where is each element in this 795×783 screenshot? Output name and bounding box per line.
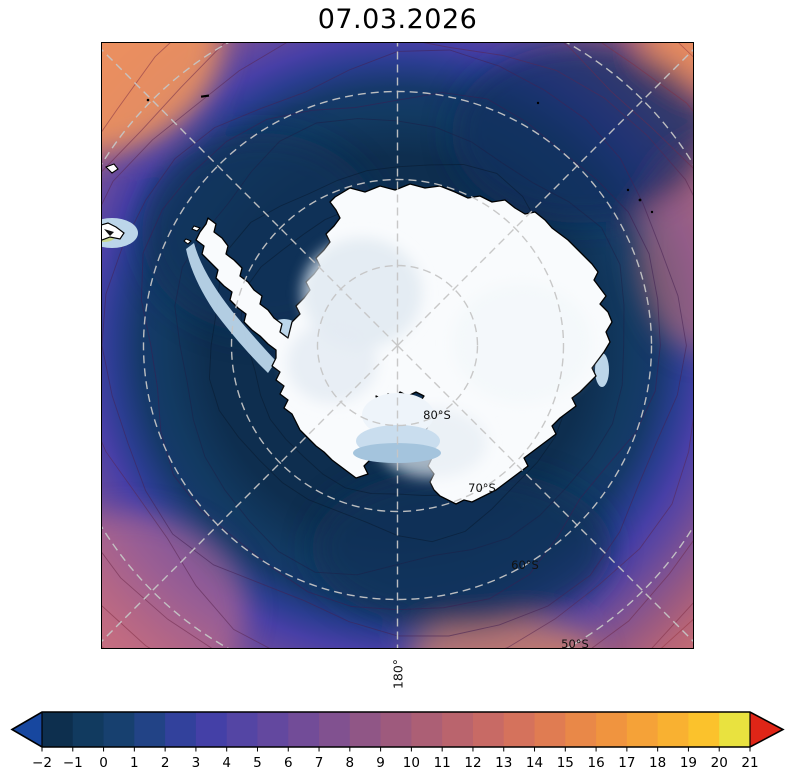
colorbar-over-arrow bbox=[750, 712, 783, 747]
warm-blob-topleft bbox=[102, 43, 222, 153]
colorbar-tick-label: 18 bbox=[649, 755, 666, 771]
colorbar-bin bbox=[657, 712, 689, 747]
colorbar-bin bbox=[42, 712, 74, 747]
rock-3 bbox=[650, 210, 654, 214]
colorbar-tick-label: 17 bbox=[618, 755, 635, 771]
graticule bbox=[102, 43, 693, 648]
meridian-se bbox=[397, 345, 693, 642]
sst-anomaly-blobs bbox=[102, 43, 693, 648]
colorbar-tick-label: 12 bbox=[464, 755, 481, 771]
rock-4 bbox=[626, 188, 630, 192]
plot-title: 07.03.2026 bbox=[317, 4, 478, 35]
colorbar-tick-label: 15 bbox=[557, 755, 574, 771]
colorbar-tick-label: 14 bbox=[526, 755, 543, 771]
colorbar-bin bbox=[349, 712, 382, 747]
rock-5 bbox=[536, 101, 540, 105]
islet-1 bbox=[191, 225, 201, 232]
colorbar-bin bbox=[226, 712, 258, 747]
circle-80s bbox=[316, 264, 479, 427]
ice-shelf-patch-east bbox=[595, 353, 609, 387]
island-ridge bbox=[104, 229, 114, 236]
colorbar-bin bbox=[565, 712, 597, 747]
colorbar-bin bbox=[165, 712, 197, 747]
colorbar-bin bbox=[134, 712, 166, 747]
colorbar-bin bbox=[257, 712, 289, 747]
colorbar-bin bbox=[380, 712, 412, 747]
colorbar-tick-label: 11 bbox=[434, 755, 451, 771]
colorbar-tick-label: 13 bbox=[495, 755, 512, 771]
colorbar-tick-label: 7 bbox=[315, 755, 324, 771]
colorbar-bin bbox=[442, 712, 474, 747]
colorbar-tick-label: 21 bbox=[741, 755, 758, 771]
cold-blob-topright bbox=[452, 43, 693, 223]
lat-label-80s: 80°S bbox=[423, 408, 451, 422]
colorbar-tick-label: 16 bbox=[587, 755, 604, 771]
colorbar-tick-label: 8 bbox=[346, 755, 355, 771]
pink-blob-bottomleft bbox=[102, 513, 247, 648]
cold-blob-bottom bbox=[312, 468, 612, 628]
colorbar-tick-label: 3 bbox=[192, 755, 201, 771]
circle-70s bbox=[230, 178, 565, 513]
colorbar-bin bbox=[596, 712, 628, 747]
colorbar-bin bbox=[688, 712, 720, 747]
colorbar-tick-label: 20 bbox=[711, 755, 728, 771]
colorbar-tick-label: 2 bbox=[161, 755, 170, 771]
colorbar-under-arrow bbox=[12, 712, 42, 747]
lat-label-60s: 60°S bbox=[511, 558, 539, 572]
colorbar-bin bbox=[472, 712, 505, 747]
colorbar-tick-label: 0 bbox=[99, 755, 108, 771]
meridian-nw bbox=[102, 49, 398, 346]
rock-1 bbox=[146, 98, 150, 102]
colorbar-bin bbox=[195, 712, 228, 747]
lat-label-70s: 70°S bbox=[468, 481, 496, 495]
meridian-ne bbox=[397, 49, 693, 346]
colorbar-tick-label: 9 bbox=[376, 755, 385, 771]
sst-contour bbox=[140, 92, 661, 611]
sst-contour bbox=[102, 43, 693, 648]
rock-2 bbox=[638, 198, 642, 202]
colorbar-tick-label: 19 bbox=[680, 755, 697, 771]
meridian-label-text: 180° bbox=[390, 658, 406, 690]
colorbar: −2 −1 0 1 2 3 4 5 6 7 8 9 10 11 12 13 14 15 16 17 18 19 20 21 bbox=[10, 711, 785, 771]
colorbar-tick-label: −2 bbox=[32, 755, 52, 771]
map-canvas bbox=[102, 43, 693, 648]
colorbar-tick-label: −1 bbox=[63, 755, 83, 771]
islet-dash bbox=[200, 94, 210, 98]
colorbar-bin bbox=[319, 712, 351, 747]
colorbar-bin bbox=[72, 712, 105, 747]
colorbar-tick-label: 1 bbox=[130, 755, 139, 771]
colorbar-bin bbox=[626, 712, 659, 747]
ice-sheet-shading bbox=[287, 238, 592, 478]
lat-label-50s: 50°S bbox=[561, 637, 589, 651]
ice-shelf-patch-peninsula bbox=[186, 243, 276, 373]
colorbar-bin bbox=[288, 712, 320, 747]
sst-contour bbox=[102, 49, 687, 637]
meridian-sw bbox=[102, 345, 398, 642]
colorbar-tick-label: 10 bbox=[403, 755, 420, 771]
colorbar-tick-label: 4 bbox=[222, 755, 231, 771]
island-small-north bbox=[105, 163, 119, 174]
colorbar-tick-label: 5 bbox=[253, 755, 262, 771]
island-south-georgia bbox=[102, 222, 125, 241]
colorbar-bin bbox=[411, 712, 443, 747]
colorbar-bin bbox=[503, 712, 536, 747]
colorbar-bin bbox=[103, 712, 135, 747]
sst-contour bbox=[102, 43, 693, 648]
sst-contour bbox=[208, 164, 581, 543]
islet-2 bbox=[183, 238, 192, 245]
colorbar-bin bbox=[534, 712, 566, 747]
islands bbox=[102, 94, 654, 248]
sst-contour bbox=[174, 118, 625, 576]
colorbar-tick-label: 6 bbox=[284, 755, 293, 771]
colorbar-bin bbox=[719, 712, 751, 747]
antarctica-map: 80°S 70°S 60°S 50°S bbox=[101, 42, 694, 651]
